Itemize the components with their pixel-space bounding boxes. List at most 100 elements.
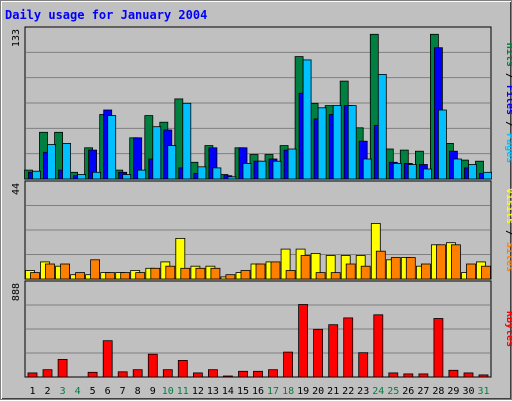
bar-sites-6 [105,272,116,280]
bar-pages-19 [302,59,312,180]
bar-kbytes-17 [268,369,278,378]
bar-sites-20 [315,272,326,280]
bar-sites-3 [60,263,70,280]
bar-visits-20 [310,252,321,280]
bar-kbytes-21 [328,324,339,378]
bar-pages-10 [167,145,177,180]
x-tick-label: 6 [105,386,111,397]
bar-pages-7 [122,174,132,180]
x-tick-label: 19 [297,386,309,397]
y-max-label-hits: 133 [11,29,22,47]
bar-sites-13 [210,267,221,280]
bar-pages-20 [317,107,327,180]
legend-visits: Visits / Sites [504,188,512,272]
x-tick-label: 21 [327,386,339,397]
series-sites [30,244,491,280]
bar-sites-21 [330,272,341,280]
bar-sites-8 [135,272,146,280]
x-tick-label: 2 [44,386,50,397]
x-tick-label: 28 [432,386,444,397]
x-tick-label: 15 [237,386,249,397]
bar-visits-11 [175,237,186,280]
x-tick-label: 23 [357,386,369,397]
bar-kbytes-9 [147,353,158,378]
bar-sites-15 [240,270,251,280]
y-max-label-kbytes: 888 [11,283,22,301]
x-tick-label: 5 [90,386,96,397]
bar-pages-24 [377,74,387,180]
bar-kbytes-3 [57,358,68,378]
bar-kbytes-15 [238,370,248,378]
legend-item: Hits [504,43,512,67]
bar-sites-27 [420,263,431,280]
panel-visits: 44 [11,180,492,280]
x-tick-label: 9 [150,386,156,397]
bar-pages-31 [483,171,492,180]
bar-sites-1 [30,272,40,280]
x-tick-label: 11 [177,386,189,397]
x-tick-label: 20 [312,386,324,397]
bar-pages-23 [362,158,372,180]
bar-sites-22 [345,263,356,280]
x-tick-label: 14 [222,386,234,397]
bar-kbytes-20 [313,328,324,378]
x-tick-label: 4 [75,386,81,397]
bar-sites-17 [270,261,281,280]
legend: Hits / Files / Pages Visits / Sites KBytes [504,43,512,347]
legend-item: / [504,115,512,133]
bar-pages-8 [137,169,147,180]
bar-kbytes-13 [207,369,218,378]
bar-sites-24 [375,250,386,280]
bar-pages-16 [257,160,267,180]
legend-item: / [504,67,512,85]
bar-pages-1 [32,170,41,180]
bar-kbytes-2 [42,369,53,378]
bar-kbytes-29 [448,369,459,378]
chart-panels: 133 44 888 [11,26,492,378]
legend-item: Pages [504,133,512,163]
x-tick-label: 12 [192,386,204,397]
bar-kbytes-31 [478,374,489,378]
bar-kbytes-7 [117,371,128,378]
x-tick-label: 30 [462,386,474,397]
bar-kbytes-25 [388,372,399,378]
bar-pages-15 [242,162,252,180]
y-max-label-visits: 44 [11,183,22,195]
bar-pages-13 [212,167,222,180]
bar-kbytes-28 [433,318,444,378]
x-tick-label: 16 [252,386,264,397]
bar-kbytes-22 [343,317,354,378]
series-pages [32,59,492,180]
bar-kbytes-8 [132,369,143,378]
x-tick-label: 31 [477,386,489,397]
legend-item: KBytes [504,311,512,347]
bar-pages-6 [107,115,117,180]
bar-pages-17 [272,160,282,180]
x-tick-label: 26 [402,386,414,397]
bar-kbytes-27 [418,373,429,378]
bar-pages-2 [47,144,56,180]
bar-sites-23 [360,265,371,280]
bar-pages-30 [468,164,477,180]
bar-sites-18 [285,270,296,280]
x-tick-label: 18 [282,386,294,397]
bar-sites-7 [120,272,131,280]
bar-kbytes-12 [192,372,203,378]
bar-pages-18 [287,148,297,180]
bar-sites-29 [450,244,461,280]
bar-sites-30 [466,263,476,280]
series-kbytes [27,304,489,378]
bar-pages-28 [437,109,447,180]
bar-kbytes-26 [403,373,414,378]
x-tick-label: 13 [207,386,219,397]
bar-kbytes-23 [358,352,369,378]
legend-hits: Hits / Files / Pages [504,43,512,163]
bar-sites-10 [165,265,176,280]
bar-pages-4 [77,174,86,180]
bar-pages-12 [197,166,207,180]
legend-item: Files [504,85,512,115]
bar-sites-19 [300,255,311,280]
panel-kbytes: 888 [11,280,492,378]
bar-pages-5 [92,171,101,180]
